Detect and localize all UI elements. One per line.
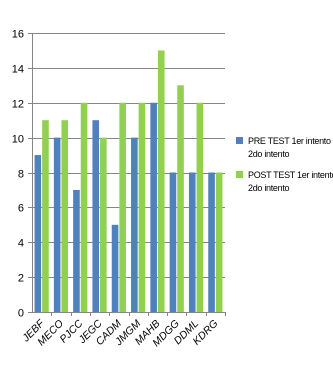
bar-pjcc-series-2 [80, 102, 88, 312]
y-tick-label-16: 16 [12, 29, 24, 41]
bar-jebf-series-1 [34, 155, 42, 312]
bar-mahb-series-2 [157, 50, 165, 312]
y-tick-label-2: 2 [18, 273, 24, 285]
y-axis-ticks: 0 2 4 6 8 10 12 14 16 [12, 29, 32, 320]
legend-label-pre-test-line1: PRE TEST 1er intento y [248, 136, 333, 146]
bar-ddml-series-2 [196, 102, 204, 312]
legend-item-post-test: POST TEST 1er intento y 2do intento [236, 169, 333, 195]
bar-jebf-series-2 [42, 120, 49, 312]
bar-mdgg-series-2 [177, 85, 184, 312]
legend-swatch-post-test [236, 171, 243, 178]
bar-kdrg-series-2 [215, 172, 223, 312]
y-tick-label-0: 0 [18, 308, 24, 320]
bar-meco-series-1 [53, 137, 61, 313]
y-tick-label-4: 4 [18, 238, 24, 250]
bar-mdgg-series-1 [169, 172, 177, 312]
axes [32, 33, 225, 313]
bar-meco-series-2 [61, 120, 69, 312]
bar-kdrg-series-1 [208, 172, 215, 312]
bar-jegc-series-2 [100, 137, 107, 313]
bar-cadm-series-2 [119, 102, 126, 312]
y-tick-label-10: 10 [12, 134, 24, 146]
y-tick-label-6: 6 [18, 203, 24, 215]
y-tick-label-8: 8 [18, 169, 24, 181]
legend-label-post-test-line2: 2do intento [248, 183, 290, 193]
bar-ddml-series-1 [188, 172, 196, 312]
legend-swatch-pre-test [236, 137, 243, 144]
legend-label-post-test-line1: POST TEST 1er intento y [248, 170, 333, 180]
bar-mahb-series-1 [150, 102, 157, 312]
bar-jegc-series-1 [92, 120, 100, 312]
y-tick-label-12: 12 [12, 99, 24, 111]
legend: PRE TEST 1er intento y 2do intento POST … [236, 135, 333, 203]
bar-jmgm-series-2 [138, 102, 146, 312]
bar-jmgm-series-1 [131, 137, 138, 313]
legend-label-pre-test-line2: 2do intento [248, 149, 290, 159]
bars [34, 50, 223, 313]
bar-cadm-series-1 [111, 224, 119, 312]
legend-item-pre-test: PRE TEST 1er intento y 2do intento [236, 135, 333, 161]
gridlines [32, 33, 225, 278]
bar-pjcc-series-1 [73, 189, 80, 312]
y-tick-label-14: 14 [12, 64, 24, 76]
